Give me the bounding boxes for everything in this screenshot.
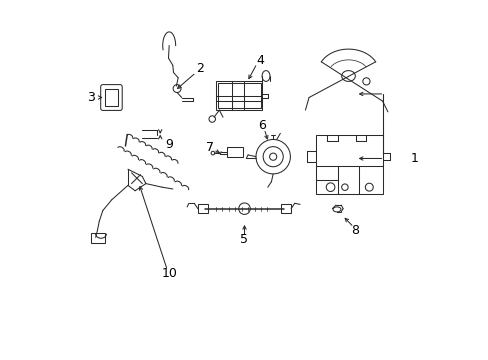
Bar	[198, 204, 207, 213]
Text: 9: 9	[165, 138, 173, 150]
Text: 5: 5	[240, 233, 248, 246]
Text: 1: 1	[410, 152, 418, 165]
Bar	[316, 135, 382, 194]
Text: 7: 7	[206, 141, 214, 154]
Bar	[217, 83, 260, 108]
Text: 2: 2	[195, 62, 203, 75]
Bar	[105, 89, 117, 106]
Bar	[91, 233, 105, 243]
Text: 3: 3	[87, 91, 95, 104]
Text: 4: 4	[256, 54, 264, 67]
Text: 10: 10	[161, 267, 177, 280]
Text: 8: 8	[350, 224, 358, 237]
Bar	[226, 147, 242, 157]
Bar	[215, 81, 262, 110]
Text: 6: 6	[258, 119, 266, 132]
Bar	[281, 204, 290, 213]
